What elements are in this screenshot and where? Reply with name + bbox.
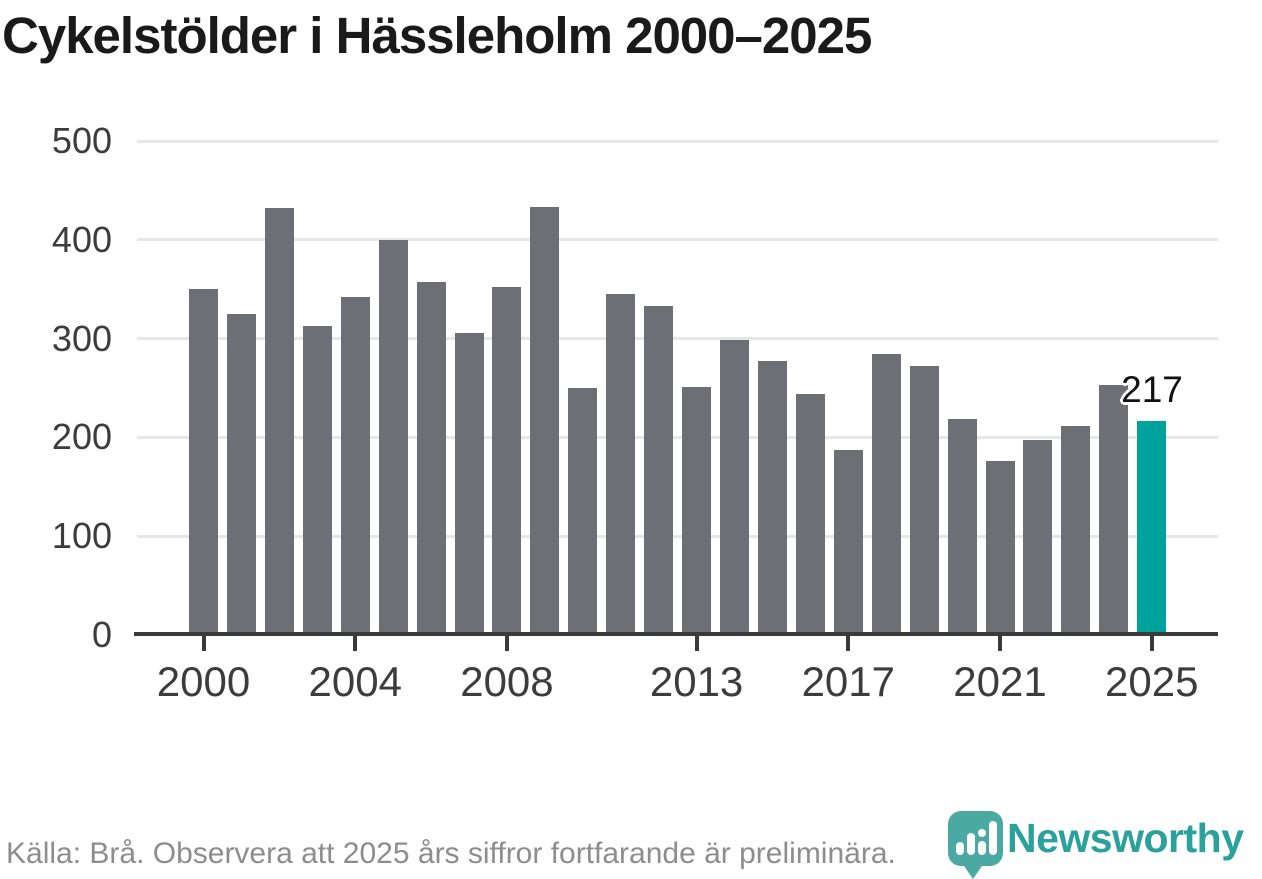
bar-2005 <box>378 239 408 635</box>
bar-2000 <box>189 289 218 635</box>
bar-2015 <box>757 361 787 635</box>
x-axis-line <box>134 632 1218 636</box>
bar-2020 <box>947 418 977 635</box>
x-axis-label-2017: 2017 <box>801 658 896 705</box>
logo-bubble-tail <box>962 863 984 879</box>
y-axis-label-400: 400 <box>51 218 112 260</box>
bar-2006 <box>416 282 446 635</box>
x-axis-tick-2013 <box>694 636 699 651</box>
bar-2024 <box>1099 385 1129 635</box>
x-axis-tick-2008 <box>504 636 509 651</box>
bar-value-annotation: 217 <box>1121 369 1183 410</box>
bar-2014 <box>720 339 750 635</box>
x-axis-label-2008: 2008 <box>460 658 554 705</box>
bar-2019 <box>909 366 939 635</box>
y-axis-label-500: 500 <box>51 120 112 161</box>
gridline-500 <box>137 139 1218 143</box>
x-axis-label-2013: 2013 <box>649 658 744 705</box>
x-axis-tick-2017 <box>846 636 851 651</box>
bar-2009 <box>530 207 560 635</box>
bar-2025 <box>1137 420 1167 635</box>
logo-chart-bar <box>956 842 964 855</box>
bar-2003 <box>302 325 332 635</box>
newsworthy-logo-icon <box>948 811 1003 879</box>
bar-2008 <box>492 287 522 635</box>
gridline-400 <box>137 238 1218 242</box>
logo-chart-bar <box>989 821 997 855</box>
logo-chart-bar <box>978 841 986 855</box>
gridline-300 <box>137 337 1218 341</box>
y-axis-label-0: 0 <box>91 614 112 655</box>
gridline-100 <box>137 534 1218 538</box>
bar-2016 <box>795 393 825 635</box>
bar-2017 <box>833 450 863 635</box>
y-axis-label-300: 300 <box>51 317 112 359</box>
y-axis-label-200: 200 <box>51 416 112 458</box>
x-axis-label-2021: 2021 <box>953 658 1047 705</box>
bar-2023 <box>1061 425 1091 635</box>
bar-2002 <box>264 208 294 635</box>
gridline-200 <box>137 435 1218 439</box>
bar-2004 <box>340 297 370 635</box>
logo-chart-dot <box>978 829 986 837</box>
x-axis-tick-2004 <box>353 636 358 651</box>
bar-2007 <box>454 332 484 635</box>
chart-title: Cykelstölder i Hässleholm 2000–2025 <box>2 7 872 64</box>
source-note: Källa: Brå. Observera att 2025 års siffr… <box>6 837 896 870</box>
logo-chart-bar <box>967 833 975 855</box>
bar-2001 <box>226 313 256 635</box>
bar-2012 <box>644 305 674 635</box>
x-axis-tick-2021 <box>998 636 1003 651</box>
y-axis-label-100: 100 <box>51 515 112 557</box>
x-axis-tick-2025 <box>1149 636 1154 651</box>
brand-name: Newsworthy <box>1007 815 1244 861</box>
bar-2022 <box>1023 440 1053 635</box>
x-axis-label-2004: 2004 <box>308 658 402 705</box>
x-axis-tick-2000 <box>201 636 206 651</box>
bar-2013 <box>682 387 712 635</box>
x-axis-label-2000: 2000 <box>156 658 251 705</box>
x-axis-label-2025: 2025 <box>1105 658 1199 705</box>
bar-2011 <box>606 294 636 635</box>
logo-bubble-shape <box>948 811 1003 879</box>
bar-2010 <box>568 388 598 635</box>
bar-2018 <box>871 354 901 635</box>
bar-2021 <box>985 461 1015 635</box>
